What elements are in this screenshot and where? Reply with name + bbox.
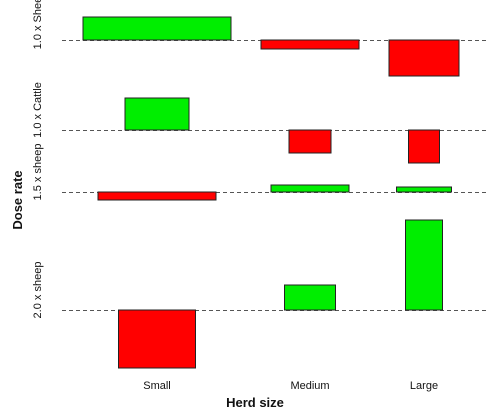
x-tick-labels: Small Medium Large	[143, 380, 438, 392]
bar-row1-medium	[260, 39, 360, 50]
x-tick-label-large: Large	[410, 380, 438, 392]
bar-row2-large	[408, 129, 440, 164]
x-axis-title: Herd size	[226, 395, 284, 410]
y-tick-label-4: 2.0 x sheep	[32, 262, 44, 319]
bar-row2-small	[124, 97, 190, 131]
y-tick-label-3: 1.5 x sheep	[32, 144, 44, 201]
x-tick-label-medium: Medium	[290, 380, 329, 392]
bar-row3-large	[396, 186, 452, 193]
bar-row3-medium	[270, 184, 350, 193]
bar-row3-small	[97, 191, 217, 201]
bar-row1-large	[388, 39, 460, 77]
bar-row4-small	[118, 309, 196, 369]
y-tick-labels: 1.0 x Sheep 1.0 x Cattle 1.5 x sheep 2.0 x …	[32, 0, 44, 318]
bars	[82, 16, 460, 369]
bar-row4-large	[405, 219, 443, 311]
bar-row1-small	[82, 16, 232, 41]
bar-row2-medium	[288, 129, 332, 154]
y-tick-label-1: 1.0 x Sheep	[32, 0, 44, 49]
y-axis-title: Dose rate	[10, 170, 25, 229]
y-tick-label-2: 1.0 x Cattle	[32, 82, 44, 138]
x-tick-label-small: Small	[143, 380, 171, 392]
bar-row4-medium	[284, 284, 336, 311]
